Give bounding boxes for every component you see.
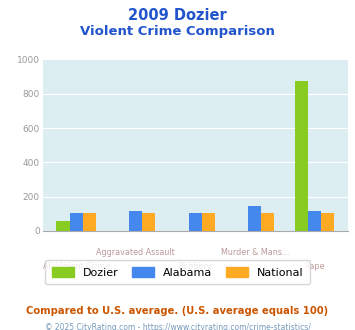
Bar bbox=[129, 211, 142, 231]
Bar bbox=[248, 206, 261, 231]
Bar bbox=[261, 213, 274, 231]
Bar bbox=[70, 213, 83, 231]
Bar bbox=[321, 213, 334, 231]
Text: Violent Crime Comparison: Violent Crime Comparison bbox=[80, 25, 275, 38]
Text: 2009 Dozier: 2009 Dozier bbox=[128, 8, 227, 23]
Text: All Violent Crime: All Violent Crime bbox=[43, 262, 110, 271]
Text: Murder & Mans...: Murder & Mans... bbox=[220, 248, 289, 257]
Bar bbox=[142, 213, 155, 231]
Text: Compared to U.S. average. (U.S. average equals 100): Compared to U.S. average. (U.S. average … bbox=[26, 306, 329, 316]
Bar bbox=[189, 213, 202, 231]
Bar bbox=[83, 213, 96, 231]
Legend: Dozier, Alabama, National: Dozier, Alabama, National bbox=[45, 260, 310, 284]
Text: Robbery: Robbery bbox=[179, 262, 212, 271]
Bar bbox=[308, 211, 321, 231]
Text: © 2025 CityRating.com - https://www.cityrating.com/crime-statistics/: © 2025 CityRating.com - https://www.city… bbox=[45, 323, 310, 330]
Bar bbox=[56, 221, 70, 231]
Text: Aggravated Assault: Aggravated Assault bbox=[96, 248, 175, 257]
Text: Rape: Rape bbox=[304, 262, 324, 271]
Bar bbox=[202, 213, 215, 231]
Bar bbox=[295, 81, 308, 231]
